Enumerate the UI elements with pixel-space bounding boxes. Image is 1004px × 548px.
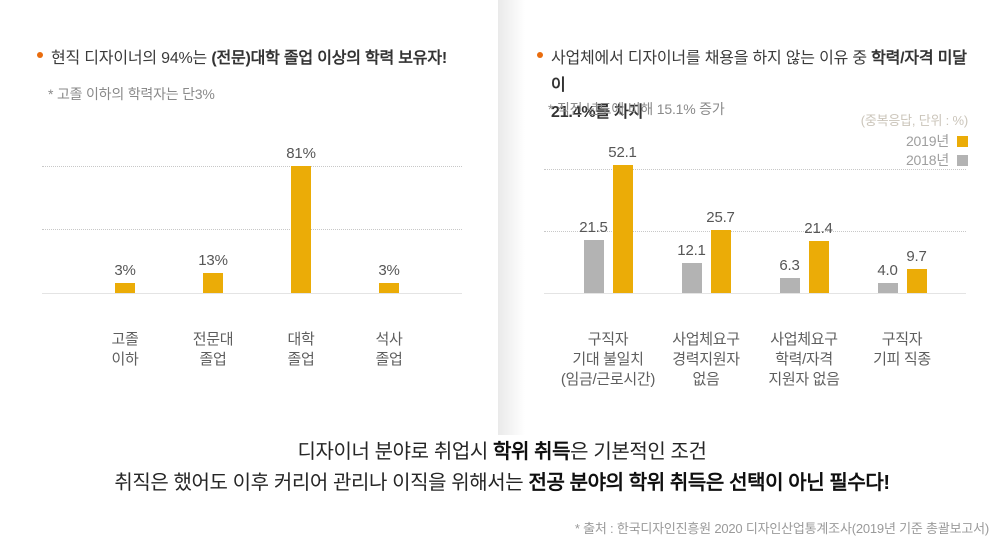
- bullet-icon: [37, 52, 43, 58]
- gridline: [42, 229, 462, 230]
- left-panel-subtitle: * 고졸 이하의 학력자는 단3%: [48, 86, 215, 102]
- legend-label-2019: 2019년: [905, 133, 949, 149]
- bar-2019: [710, 230, 731, 293]
- bar-value-label: 21.5: [579, 219, 608, 236]
- non-hiring-reasons-grouped-bar-chart: 21.5 52.1 구직자 기대 불일치 (임금/근로시간) 12.1 25.7 사업체요…: [544, 140, 966, 388]
- right-title-normal: 사업체에서 디자이너를 채용을 하지 않는 이유 중: [551, 50, 872, 67]
- bar-2019: [906, 269, 927, 293]
- education-level-bar-chart: 3% 고졸 이하 13% 전문대 졸업 81% 대학 졸업 3% 석사 졸업: [42, 140, 462, 368]
- summary-line2-bold: 전공 분야의 학위 취득은 선택이 아닌 필수다!: [528, 472, 890, 494]
- bar-value-label: 52.1: [608, 144, 637, 161]
- bar-2018: [583, 240, 604, 293]
- bar-value-label: 4.0: [877, 262, 898, 279]
- bar-value-label: 12.1: [677, 242, 706, 259]
- right-panel-subtitle: * 직전 년도에 비해 15.1% 증가: [548, 101, 725, 117]
- summary-line-1: 디자이너 분야로 취업시 학위 취득은 기본적인 조건: [0, 437, 1004, 468]
- gridline: [544, 169, 966, 170]
- summary-line2-normal: 취직은 했어도 이후 커리어 관리나 이직을 위해서는: [114, 472, 529, 494]
- bar-2018: [779, 278, 800, 293]
- right-title-bold-2: 21.4%를 차지: [551, 104, 644, 121]
- right-title-bold-1: 학력/자격 미달이: [551, 50, 967, 94]
- bar-value-label: 25.7: [706, 209, 735, 226]
- category-label: 대학 졸업: [287, 331, 315, 368]
- bar: [115, 283, 135, 293]
- bar-value-label: 3%: [378, 262, 400, 279]
- category-label: 사업체요구 경력지원자 없음: [672, 331, 740, 388]
- category-label: 구직자 기피 직종: [873, 331, 931, 368]
- bar-2018: [681, 263, 702, 293]
- summary-line1-normal: 디자이너 분야로 취업시: [297, 441, 493, 463]
- legend-units-note: (중복응답, 단위 : %): [860, 113, 968, 128]
- summary-text: 디자이너 분야로 취업시 학위 취득은 기본적인 조건 취직은 했어도 이후 커…: [0, 437, 1004, 499]
- legend-swatch-2018: [957, 154, 968, 166]
- bar-value-label: 6.3: [779, 257, 800, 274]
- chart-legend: (중복응답, 단위 : %) 2019년 2018년: [860, 110, 968, 168]
- category-label: 사업체요구 학력/자격 지원자 없음: [768, 331, 840, 388]
- left-title-bold: (전문)대학 졸업 이상의 학력 보유자!: [211, 50, 447, 67]
- left-title-normal: 현직 디자이너의 94%는: [51, 50, 212, 67]
- legend-item-2019: 2019년: [861, 133, 968, 149]
- summary-line-2: 취직은 했어도 이후 커리어 관리나 이직을 위해서는 전공 분야의 학위 취득…: [0, 468, 1004, 499]
- bullet-icon: [537, 52, 543, 58]
- source-citation: * 출처 : 한국디자인진흥원 2020 디자인산업통계조사(2019년 기준 …: [574, 521, 989, 536]
- right-panel-title: 사업체에서 디자이너를 채용을 하지 않는 이유 중 학력/자격 미달이 21.…: [551, 45, 981, 126]
- category-label: 전문대 졸업: [192, 331, 234, 368]
- bar-value-label: 81%: [286, 145, 316, 162]
- bar-value-label: 3%: [114, 262, 136, 279]
- category-label: 석사 졸업: [375, 331, 403, 368]
- category-label: 구직자 기대 불일치 (임금/근로시간): [560, 331, 656, 388]
- bar-value-label: 13%: [198, 252, 228, 269]
- bar: [379, 283, 399, 293]
- summary-line1-tail: 은 기본적인 조건: [570, 441, 707, 463]
- legend-swatch-2019: [957, 135, 968, 147]
- gridline: [544, 231, 966, 232]
- bar-2019: [808, 241, 829, 293]
- bar-2019: [612, 165, 633, 293]
- legend-label-2018: 2018년: [905, 152, 949, 168]
- left-panel-title: 현직 디자이너의 94%는 (전문)대학 졸업 이상의 학력 보유자!: [51, 45, 481, 72]
- summary-line1-bold: 학위 취득: [492, 441, 571, 463]
- bar-2018: [877, 283, 898, 293]
- gridline: [42, 166, 462, 167]
- bar: [203, 273, 223, 293]
- bar-value-label: 9.7: [906, 248, 927, 265]
- bar-value-label: 21.4: [804, 220, 833, 237]
- legend-item-2018: 2018년: [861, 152, 968, 168]
- bar: [291, 166, 311, 293]
- panel-divider: [498, 0, 525, 435]
- category-label: 고졸 이하: [111, 331, 139, 368]
